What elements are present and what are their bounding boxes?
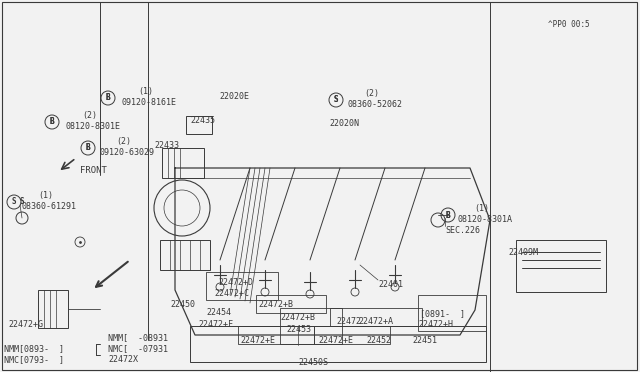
- Text: SEC.226: SEC.226: [445, 226, 480, 235]
- Bar: [238, 326, 314, 344]
- Text: 22450S: 22450S: [298, 358, 328, 367]
- Bar: [418, 295, 486, 331]
- Text: S: S: [333, 96, 339, 105]
- Text: 22472+B: 22472+B: [258, 300, 293, 309]
- Text: (1): (1): [138, 87, 153, 96]
- Text: 08120-8301A: 08120-8301A: [458, 215, 513, 224]
- Text: B: B: [50, 118, 54, 126]
- Text: 22450: 22450: [170, 300, 195, 309]
- Text: 22472+D: 22472+D: [218, 278, 253, 287]
- Bar: [314, 326, 390, 344]
- Bar: [280, 308, 342, 344]
- Text: ^PP0 00:5: ^PP0 00:5: [548, 20, 589, 29]
- Text: 22401: 22401: [378, 280, 403, 289]
- Bar: [190, 326, 486, 362]
- Bar: [162, 148, 204, 178]
- Text: S: S: [20, 198, 24, 206]
- Text: B: B: [445, 211, 451, 219]
- Text: 22472+F: 22472+F: [198, 320, 233, 329]
- Text: 09120-8161E: 09120-8161E: [122, 98, 177, 107]
- Text: FRONT: FRONT: [80, 166, 107, 175]
- Text: 08120-8301E: 08120-8301E: [66, 122, 121, 131]
- Text: 22451: 22451: [412, 336, 437, 345]
- Text: [0891-  ]: [0891- ]: [420, 309, 465, 318]
- Text: NMC[0793-  ]: NMC[0793- ]: [4, 355, 64, 364]
- Bar: [256, 295, 326, 313]
- Bar: [516, 240, 606, 292]
- Text: 22472+C: 22472+C: [214, 289, 249, 298]
- Text: S: S: [12, 198, 16, 206]
- Text: 22452: 22452: [366, 336, 391, 345]
- Bar: [160, 240, 210, 270]
- Text: (1): (1): [38, 191, 53, 200]
- Bar: [330, 308, 422, 326]
- Text: 22472X: 22472X: [108, 355, 138, 364]
- Text: (2): (2): [82, 111, 97, 120]
- Text: 22472+A: 22472+A: [358, 317, 393, 326]
- Text: NMM[0893-  ]: NMM[0893- ]: [4, 344, 64, 353]
- Text: (2): (2): [364, 89, 379, 98]
- Text: 08360-61291: 08360-61291: [22, 202, 77, 211]
- Text: B: B: [106, 93, 110, 103]
- Text: 22472: 22472: [336, 317, 361, 326]
- Text: B: B: [86, 144, 90, 153]
- Text: 09120-63029: 09120-63029: [100, 148, 155, 157]
- Text: 22472+B: 22472+B: [280, 313, 315, 322]
- Text: B: B: [86, 144, 90, 153]
- Text: 08360-52062: 08360-52062: [348, 100, 403, 109]
- Text: 22020N: 22020N: [329, 119, 359, 128]
- Text: 22020E: 22020E: [219, 92, 249, 101]
- Text: 22453: 22453: [286, 325, 311, 334]
- Text: B: B: [106, 93, 110, 103]
- Text: 22435: 22435: [190, 116, 215, 125]
- Bar: [38, 290, 68, 328]
- Text: S: S: [333, 96, 339, 105]
- Text: B: B: [445, 211, 451, 219]
- Text: 22472+E: 22472+E: [240, 336, 275, 345]
- Text: (1): (1): [474, 204, 489, 213]
- Text: 22409M: 22409M: [508, 248, 538, 257]
- Text: NMC[  -07931: NMC[ -07931: [108, 344, 168, 353]
- Text: 22433: 22433: [154, 141, 179, 150]
- Text: 22472+G: 22472+G: [8, 320, 43, 329]
- Text: NMM[  -08931: NMM[ -08931: [108, 333, 168, 342]
- Text: (2): (2): [116, 137, 131, 146]
- Text: 22472+E: 22472+E: [318, 336, 353, 345]
- Bar: [206, 272, 278, 300]
- Text: B: B: [50, 118, 54, 126]
- Text: 22454: 22454: [206, 308, 231, 317]
- Bar: [186, 116, 212, 134]
- Text: 22472+H: 22472+H: [418, 320, 453, 329]
